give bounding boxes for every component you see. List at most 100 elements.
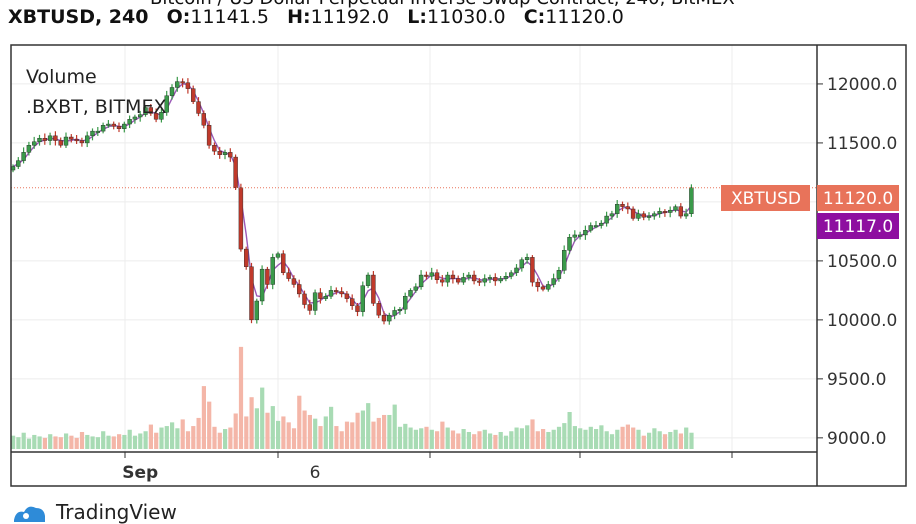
candle-body[interactable] [487, 277, 493, 280]
candle-body[interactable] [95, 130, 101, 133]
candle-body[interactable] [668, 209, 673, 213]
indicator-legend[interactable]: Volume .BXBT, BITMEX [26, 62, 166, 122]
candle-body[interactable] [137, 114, 143, 118]
candle-body[interactable] [169, 87, 175, 96]
axes[interactable]: 9000.0 9500.0 10000.0 10500.0 11500.0 12000.0… [10, 44, 907, 487]
candle-body[interactable] [418, 274, 424, 288]
candle-body[interactable] [509, 272, 514, 277]
candle-body[interactable] [360, 285, 365, 312]
candle-body[interactable] [652, 213, 657, 217]
candle-body[interactable] [32, 141, 37, 146]
candle-body[interactable] [281, 253, 286, 273]
candle-body[interactable] [498, 278, 503, 282]
candle-body[interactable] [122, 123, 127, 129]
candle-body[interactable] [683, 213, 689, 217]
candle-body[interactable] [503, 276, 509, 279]
candle-body[interactable] [16, 160, 21, 167]
candle-body[interactable] [307, 304, 312, 311]
candle-body[interactable] [673, 206, 678, 211]
candle-body[interactable] [493, 277, 498, 282]
candle-body[interactable] [53, 135, 58, 141]
candle-body[interactable] [238, 187, 244, 250]
candle-body[interactable] [365, 274, 371, 286]
candle-body[interactable] [58, 140, 63, 146]
candle-body[interactable] [254, 300, 260, 321]
candle-body[interactable] [63, 136, 69, 146]
candle-body[interactable] [524, 257, 530, 260]
y-tick-label[interactable]: 11500.0 [827, 134, 897, 154]
candle-body[interactable] [190, 88, 196, 102]
candle-body[interactable] [381, 314, 387, 322]
candle-body[interactable] [625, 206, 630, 210]
candle-body[interactable] [456, 278, 461, 283]
candle-body[interactable] [376, 303, 381, 316]
candle-body[interactable] [689, 187, 694, 214]
candle-body[interactable] [175, 81, 180, 88]
candle-body[interactable] [265, 268, 270, 285]
candle-body[interactable] [540, 286, 546, 290]
candle-body[interactable] [450, 274, 456, 279]
candle-body[interactable] [74, 139, 79, 142]
candle-body[interactable] [514, 267, 519, 273]
candle-body[interactable] [461, 277, 466, 283]
candle-body[interactable] [100, 125, 106, 132]
candle-body[interactable] [344, 293, 350, 299]
candle-body[interactable] [228, 152, 233, 158]
candle-body[interactable] [164, 95, 169, 113]
footer[interactable]: TradingView [12, 500, 177, 524]
y-tick-label[interactable]: 12000.0 [827, 75, 897, 95]
candle-body[interactable] [323, 296, 328, 299]
candle-body[interactable] [657, 211, 662, 214]
candle-body[interactable] [588, 225, 593, 231]
candle-body[interactable] [397, 309, 403, 311]
candle-body[interactable] [69, 136, 74, 140]
candle-body[interactable] [291, 278, 297, 285]
candle-body[interactable] [212, 145, 217, 152]
candle-body[interactable] [392, 310, 397, 316]
candle-body[interactable] [620, 204, 625, 207]
candle-body[interactable] [127, 119, 132, 125]
y-tick-label[interactable]: 10000.0 [827, 311, 897, 331]
candle-body[interactable] [297, 284, 302, 295]
y-tick-label[interactable]: 9500.0 [827, 370, 886, 390]
candle-body[interactable] [42, 137, 47, 141]
candle-body[interactable] [371, 274, 376, 304]
candle-body[interactable] [630, 208, 636, 219]
candle-body[interactable] [47, 135, 53, 141]
candle-body[interactable] [593, 225, 599, 228]
candle-body[interactable] [249, 266, 254, 321]
candle-body[interactable] [355, 305, 360, 312]
candle-body[interactable] [84, 135, 90, 144]
tradingview-brand[interactable]: TradingView [56, 500, 177, 524]
candle-body[interactable] [429, 272, 434, 277]
candle-body[interactable] [302, 293, 307, 305]
price-chart[interactable]: 9000.0 9500.0 10000.0 10500.0 11500.0 12000.0… [0, 0, 916, 500]
candle-body[interactable] [403, 296, 408, 310]
candle-body[interactable] [387, 314, 392, 322]
candle-body[interactable] [567, 237, 572, 251]
candle-body[interactable] [577, 234, 583, 237]
candle-body[interactable] [132, 116, 138, 120]
candle-body[interactable] [678, 206, 683, 217]
candle-body[interactable] [482, 278, 487, 283]
candle-body[interactable] [646, 215, 652, 218]
candle-body[interactable] [318, 292, 323, 299]
candle-body[interactable] [21, 152, 26, 161]
candle-body[interactable] [562, 250, 567, 271]
legend-index[interactable]: .BXBT, BITMEX [26, 96, 167, 118]
y-tick-label[interactable]: 10500.0 [827, 252, 897, 272]
candle-body[interactable] [153, 113, 159, 120]
candle-body[interactable] [286, 272, 291, 279]
candle-body[interactable] [471, 274, 477, 282]
candle-body[interactable] [408, 290, 413, 297]
candle-body[interactable] [106, 123, 111, 126]
candle-body[interactable] [116, 126, 122, 129]
candle-body[interactable] [615, 204, 620, 214]
candle-body[interactable] [206, 125, 212, 146]
candle-body[interactable] [339, 291, 344, 295]
candle-body[interactable] [466, 274, 471, 278]
candle-body[interactable] [583, 230, 588, 236]
candle-body[interactable] [90, 130, 95, 137]
candle-body[interactable] [148, 107, 154, 114]
candle-body[interactable] [662, 211, 668, 214]
